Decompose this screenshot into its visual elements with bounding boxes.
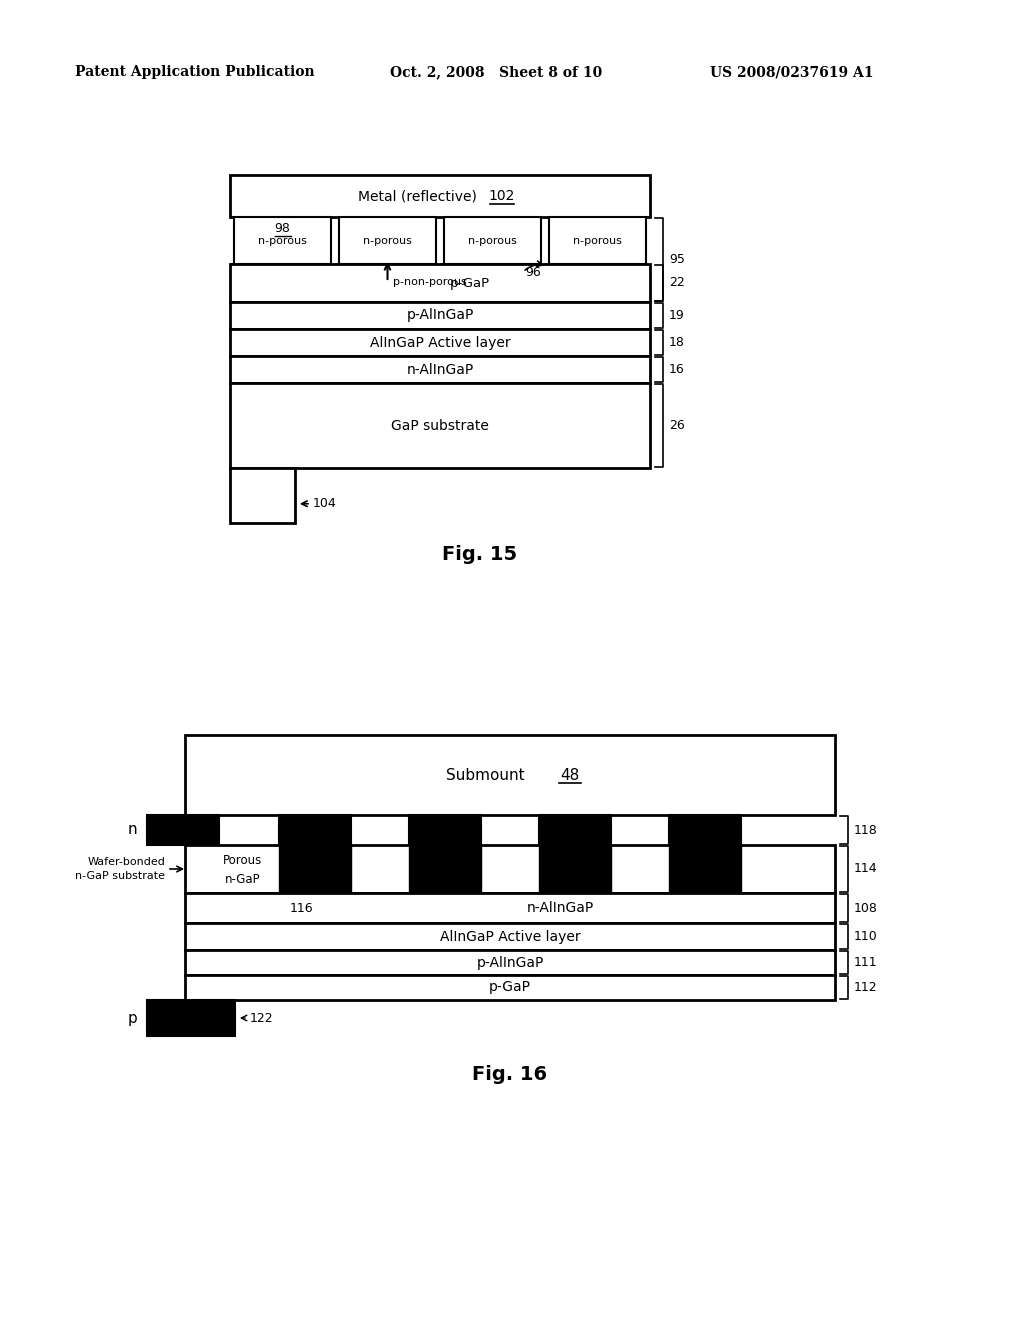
Bar — [279, 845, 351, 894]
Text: Submount: Submount — [445, 767, 524, 783]
Bar — [230, 329, 650, 356]
Bar — [539, 814, 611, 845]
Bar — [230, 264, 650, 302]
Text: 118: 118 — [854, 824, 878, 837]
Bar — [185, 923, 835, 950]
Text: 108: 108 — [854, 902, 878, 915]
Text: AlInGaP Active layer: AlInGaP Active layer — [439, 929, 581, 944]
Bar — [444, 216, 541, 264]
Text: p-AlInGaP: p-AlInGaP — [476, 956, 544, 969]
Text: 102: 102 — [488, 189, 515, 203]
Text: n-porous: n-porous — [573, 235, 622, 246]
Text: Metal (reflective): Metal (reflective) — [358, 189, 481, 203]
Bar — [549, 216, 646, 264]
Text: n-AlInGaP: n-AlInGaP — [526, 902, 594, 915]
Bar — [147, 1001, 234, 1036]
Bar — [185, 735, 835, 814]
Text: p-AlInGaP: p-AlInGaP — [407, 309, 474, 322]
Bar — [279, 814, 351, 845]
Text: 48: 48 — [560, 767, 580, 783]
Bar — [147, 814, 219, 845]
Text: GaP substrate: GaP substrate — [391, 418, 488, 433]
Bar — [669, 814, 741, 845]
Bar — [539, 845, 611, 894]
Text: n-porous: n-porous — [258, 235, 307, 246]
Text: n: n — [127, 822, 137, 837]
Text: 19: 19 — [669, 309, 685, 322]
Bar — [230, 383, 650, 469]
Text: 114: 114 — [854, 862, 878, 875]
Bar — [185, 894, 835, 923]
Text: Fig. 15: Fig. 15 — [442, 545, 517, 565]
Bar — [409, 814, 481, 845]
Text: n-GaP substrate: n-GaP substrate — [75, 871, 165, 882]
Text: 111: 111 — [854, 956, 878, 969]
Bar — [185, 975, 835, 1001]
Text: 95: 95 — [669, 253, 685, 267]
Text: 110: 110 — [854, 931, 878, 942]
Text: AlInGaP Active layer: AlInGaP Active layer — [370, 335, 510, 350]
Text: 112: 112 — [854, 981, 878, 994]
Text: n-AlInGaP: n-AlInGaP — [407, 363, 474, 376]
Text: p: p — [127, 1011, 137, 1026]
Text: 18: 18 — [669, 337, 685, 348]
Text: p-GaP: p-GaP — [489, 981, 531, 994]
Bar — [234, 216, 331, 264]
Text: 22: 22 — [669, 276, 685, 289]
Text: 98: 98 — [274, 222, 291, 235]
Bar — [230, 302, 650, 329]
Text: n-porous: n-porous — [468, 235, 517, 246]
Bar — [669, 845, 741, 894]
Text: 122: 122 — [250, 1011, 273, 1024]
Text: 104: 104 — [313, 498, 337, 511]
Bar — [230, 176, 650, 216]
Bar — [185, 845, 835, 894]
Text: US 2008/0237619 A1: US 2008/0237619 A1 — [710, 65, 873, 79]
Text: n-porous: n-porous — [364, 235, 412, 246]
Text: 96: 96 — [525, 265, 541, 279]
Bar — [409, 845, 481, 894]
Text: 26: 26 — [669, 418, 685, 432]
Text: Patent Application Publication: Patent Application Publication — [75, 65, 314, 79]
Text: n-GaP: n-GaP — [225, 873, 261, 886]
Bar — [339, 216, 436, 264]
Bar — [230, 469, 295, 523]
Text: 16: 16 — [669, 363, 685, 376]
Text: p-GaP: p-GaP — [450, 276, 490, 289]
Bar — [185, 950, 835, 975]
Bar — [230, 356, 650, 383]
Text: p-non-porous: p-non-porous — [392, 277, 466, 286]
Text: Porous: Porous — [223, 854, 262, 867]
Text: Wafer-bonded: Wafer-bonded — [87, 857, 165, 867]
Text: Fig. 16: Fig. 16 — [472, 1064, 548, 1084]
Text: 116: 116 — [290, 902, 313, 915]
Text: Oct. 2, 2008   Sheet 8 of 10: Oct. 2, 2008 Sheet 8 of 10 — [390, 65, 602, 79]
